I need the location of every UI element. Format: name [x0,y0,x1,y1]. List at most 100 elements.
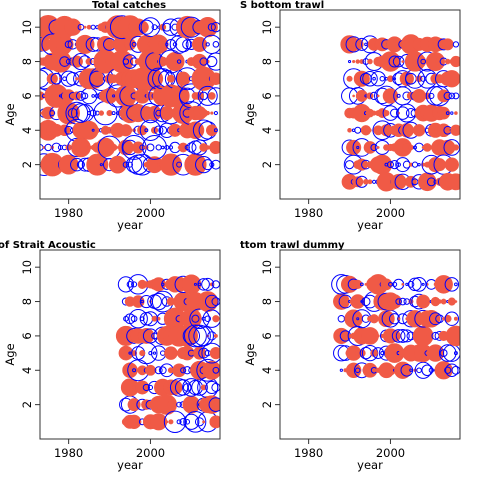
negative-residual-bubble [153,125,164,136]
y-tick-label: 4 [20,127,34,134]
positive-residual-bubble [106,110,113,117]
negative-residual-bubble [439,349,448,358]
positive-residual-bubble [408,144,414,151]
y-tick-label: 8 [260,58,274,65]
y-tick-label: 2 [260,401,274,408]
negative-residual-bubble [99,163,103,167]
y-axis-label: Age [243,103,257,125]
positive-residual-bubble [355,59,360,64]
negative-residual-bubble [396,162,401,167]
positive-residual-bubble [445,325,460,347]
positive-residual-bubble [394,361,412,379]
positive-residual-bubble [180,345,195,361]
positive-residual-bubble [345,362,362,378]
negative-residual-bubble [183,413,200,430]
positive-residual-bubble [75,34,95,54]
negative-residual-bubble [212,366,220,374]
positive-residual-bubble [388,329,401,343]
positive-residual-bubble [202,395,220,414]
y-axis-label: Age [3,103,17,125]
positive-residual-bubble [197,17,218,38]
x-tick-label: 1980 [294,446,323,460]
negative-residual-bubble [452,41,460,48]
positive-residual-bubble [147,105,162,121]
negative-residual-bubble [172,42,178,47]
negative-residual-bubble [420,58,427,65]
negative-residual-bubble [443,91,452,101]
negative-residual-bubble [193,282,197,286]
positive-residual-bubble [41,106,55,120]
positive-residual-bubble [94,127,101,134]
y-tick-label: 4 [260,367,274,374]
y-tick-label: 6 [260,92,274,99]
positive-residual-bubble [205,76,210,81]
negative-residual-bubble [400,363,414,377]
positive-residual-bubble [208,92,216,100]
positive-residual-bubble [166,74,175,83]
positive-residual-bubble [353,70,370,87]
negative-residual-bubble [75,90,86,101]
positive-residual-bubble [452,144,460,151]
negative-residual-bubble [213,111,218,116]
negative-residual-bubble [337,315,346,323]
positive-residual-bubble [212,315,220,323]
positive-residual-bubble [181,60,185,63]
panel-title: ttom trawl dummy [240,240,345,251]
positive-residual-bubble [165,52,185,72]
negative-residual-bubble [204,294,219,309]
negative-residual-bubble [211,382,220,392]
negative-residual-bubble [188,324,211,348]
x-tick-label: 2000 [376,206,405,220]
negative-residual-bubble [428,92,435,99]
positive-residual-bubble [83,25,87,29]
negative-residual-bubble [176,401,182,408]
positive-residual-bubble [450,124,460,136]
positive-residual-bubble [118,139,134,156]
x-axis-label: year [117,218,143,232]
positive-residual-bubble [58,154,79,175]
negative-residual-bubble [144,128,149,133]
negative-residual-bubble [132,368,137,373]
negative-residual-bubble [372,179,377,184]
negative-residual-bubble [428,367,435,373]
positive-residual-bubble [135,380,150,395]
positive-residual-bubble [86,24,92,30]
negative-residual-bubble [131,281,138,288]
positive-residual-bubble [176,71,191,86]
positive-residual-bubble [87,43,91,46]
negative-residual-bubble [448,92,456,100]
negative-residual-bubble [138,19,154,35]
positive-residual-bubble [368,128,372,132]
positive-residual-bubble [205,110,210,116]
y-axis-label: Age [3,343,17,365]
negative-residual-bubble [81,92,89,100]
positive-residual-bubble [435,57,445,67]
panel-4: ttom trawl dummy 1980 2000 2 4 6 8 10 year Age [240,240,461,472]
bubble-layer [331,274,460,380]
positive-residual-bubble [454,163,458,166]
negative-residual-bubble [344,160,355,170]
negative-residual-bubble [154,366,163,375]
positive-residual-bubble [120,163,124,167]
y-tick-label: 6 [260,332,274,339]
negative-residual-bubble [160,145,165,150]
negative-residual-bubble [91,128,95,132]
negative-residual-bubble [202,159,214,171]
positive-residual-bubble [424,298,431,305]
positive-residual-bubble [179,92,187,100]
positive-residual-bubble [380,278,393,291]
x-axis-label: year [117,458,143,472]
positive-residual-bubble [440,298,447,305]
negative-residual-bubble [395,298,402,305]
negative-residual-bubble [207,87,220,105]
negative-residual-bubble [417,162,421,167]
negative-residual-bubble [205,42,210,47]
negative-residual-bubble [128,351,132,355]
positive-residual-bubble [210,111,214,115]
negative-residual-bubble [206,56,218,68]
positive-residual-bubble [401,283,405,286]
positive-residual-bubble [386,36,403,53]
positive-residual-bubble [434,275,453,294]
negative-residual-bubble [184,324,207,348]
negative-residual-bubble [168,145,174,150]
